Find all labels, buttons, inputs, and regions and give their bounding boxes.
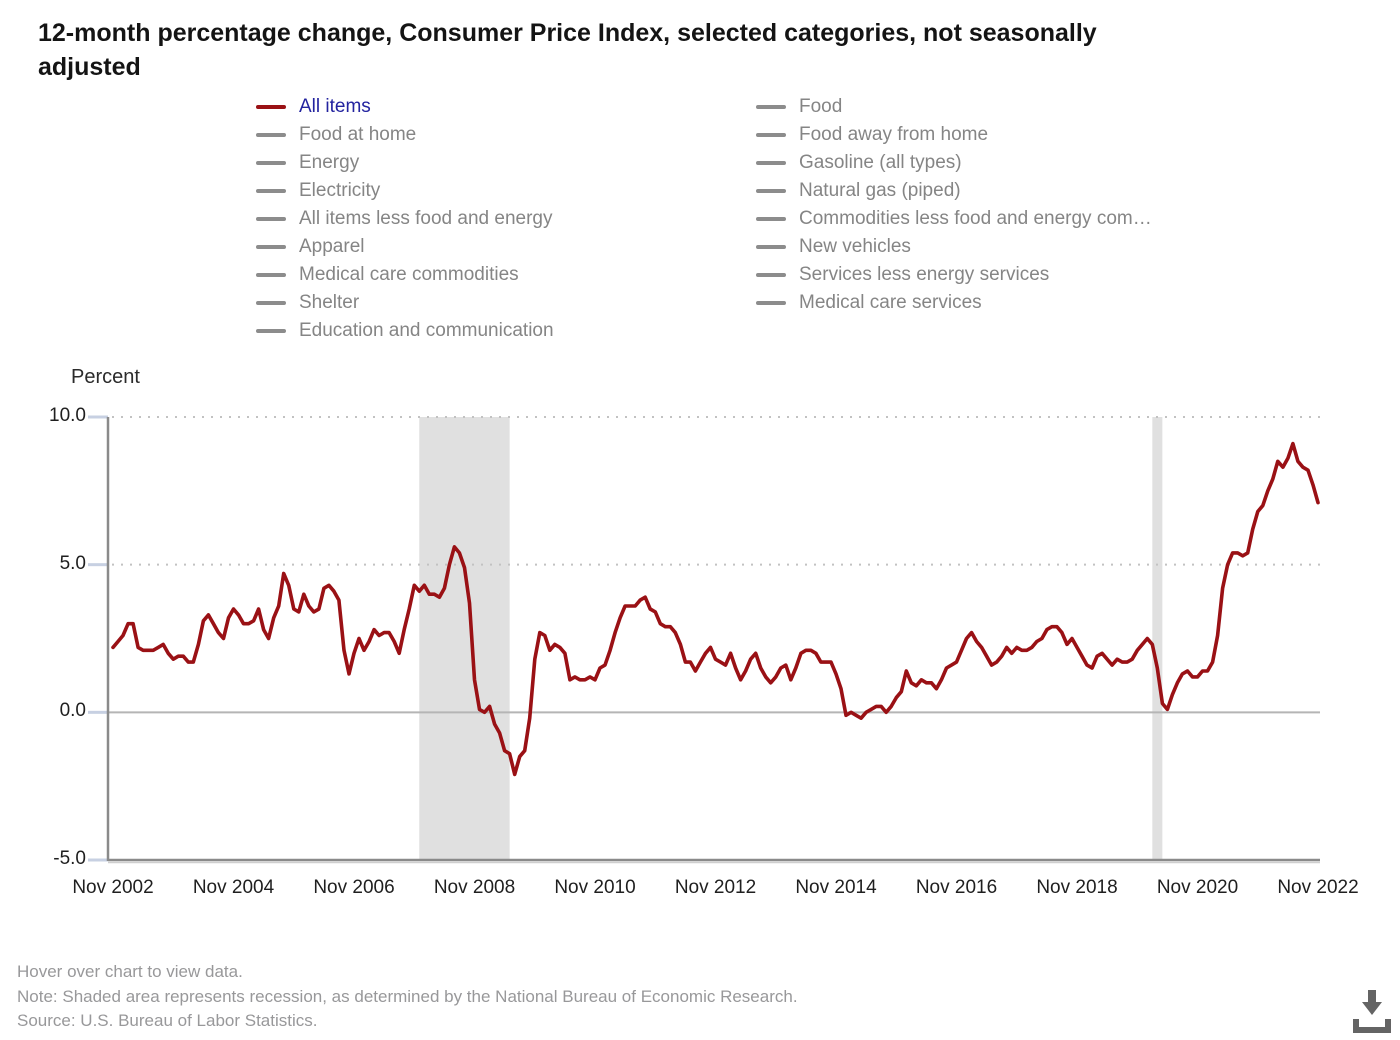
legend-item-right-0[interactable]: Food [756, 93, 1152, 121]
hover-hint: Hover over chart to view data. [17, 962, 243, 981]
legend-swatch-icon [756, 189, 786, 193]
legend-item-left-7[interactable]: Shelter [256, 289, 554, 317]
legend-item-label: Shelter [299, 292, 360, 313]
legend-item-left-0[interactable]: All items [256, 93, 554, 121]
legend-swatch-icon [256, 301, 286, 305]
legend-item-right-7[interactable]: Medical care services [756, 289, 1152, 317]
x-tick-label: Nov 2004 [192, 877, 275, 898]
y-tick-label: 0.0 [59, 700, 86, 722]
x-tick-label: Nov 2014 [795, 877, 877, 898]
legend-item-label: Energy [299, 152, 360, 173]
x-tick-label: Nov 2022 [1277, 877, 1359, 898]
legend-item-label: Education and communication [299, 320, 554, 341]
legend-swatch-icon [756, 161, 786, 165]
download-button[interactable] [1350, 988, 1394, 1036]
legend-swatch-icon [756, 105, 786, 109]
legend-item-right-2[interactable]: Gasoline (all types) [756, 149, 1152, 177]
y-tick-label: 10.0 [49, 405, 86, 426]
y-tick-mark [88, 563, 108, 567]
legend-item-left-4[interactable]: All items less food and energy [256, 205, 554, 233]
legend-item-left-5[interactable]: Apparel [256, 233, 554, 261]
legend-item-label: Electricity [299, 180, 381, 201]
legend-swatch-icon [756, 217, 786, 221]
legend-item-left-6[interactable]: Medical care commodities [256, 261, 554, 289]
recession-band [1152, 417, 1163, 860]
legend-item-right-5[interactable]: New vehicles [756, 233, 1152, 261]
legend-swatch-icon [756, 133, 786, 137]
legend-swatch-icon [256, 273, 286, 277]
legend-item-label: New vehicles [799, 236, 911, 257]
legend-item-label: Food away from home [799, 124, 989, 145]
x-tick-label: Nov 2018 [1036, 877, 1118, 898]
legend-swatch-icon [256, 329, 286, 333]
y-tick-mark [88, 415, 108, 419]
note-text: Note: Shaded area represents recession, … [17, 986, 798, 1006]
legend-item-right-4[interactable]: Commodities less food and energy com… [756, 205, 1152, 233]
x-tick-label: Nov 2010 [554, 877, 636, 898]
all-items-series-line[interactable] [111, 441, 1320, 777]
legend-item-label: Medical care services [799, 292, 982, 313]
legend-item-right-1[interactable]: Food away from home [756, 121, 1152, 149]
download-icon [1353, 990, 1391, 1033]
legend-item-label: Gasoline (all types) [799, 152, 962, 173]
y-tick-label: -5.0 [53, 848, 86, 869]
chart-footer: Hover over chart to view data. Note: Sha… [17, 960, 798, 1034]
legend-item-left-1[interactable]: Food at home [256, 121, 554, 149]
recession-band [419, 417, 510, 860]
legend-swatch-icon [256, 105, 286, 109]
legend-swatch-icon [756, 301, 786, 305]
legend-item-label: Services less energy services [799, 264, 1050, 285]
legend-column-left: All items Food at home Energy Electricity Al… [256, 93, 554, 345]
y-axis-title: Percent [71, 366, 140, 388]
legend-item-label: Commodities less food and energy com… [799, 208, 1152, 229]
legend-item-left-8[interactable]: Education and communication [256, 317, 554, 345]
legend-swatch-icon [256, 161, 286, 165]
x-tick-label: Nov 2020 [1156, 877, 1239, 898]
x-tick-label: Nov 2006 [313, 877, 395, 898]
legend-swatch-icon [756, 273, 786, 277]
legend-item-label: Food [799, 96, 843, 117]
y-tick-mark [88, 710, 108, 714]
legend-item-label: Natural gas (piped) [799, 180, 961, 201]
y-tick-mark [88, 858, 108, 862]
x-tick-label: Nov 2012 [674, 877, 757, 898]
legend-swatch-icon [256, 133, 286, 137]
legend-swatch-icon [256, 217, 286, 221]
legend-item-left-3[interactable]: Electricity [256, 177, 554, 205]
chart-title-line2: adjusted [38, 53, 141, 81]
legend-swatch-icon [756, 245, 786, 249]
x-tick-label: Nov 2002 [72, 877, 154, 898]
chart-title-line1: 12-month percentage change, Consumer Pri… [38, 19, 1097, 47]
legend-item-label: Medical care commodities [299, 264, 519, 285]
source-text: Source: U.S. Bureau of Labor Statistics. [17, 1011, 318, 1030]
legend-column-right: Food Food away from home Gasoline (all typ… [756, 93, 1152, 317]
legend-item-right-6[interactable]: Services less energy services [756, 261, 1152, 289]
legend-item-label: All items [299, 96, 371, 117]
legend-swatch-icon [256, 245, 286, 249]
legend-swatch-icon [256, 189, 286, 193]
legend-item-label: Food at home [299, 124, 417, 145]
x-tick-label: Nov 2016 [915, 877, 998, 898]
legend-item-right-3[interactable]: Natural gas (piped) [756, 177, 1152, 205]
x-tick-label: Nov 2008 [433, 877, 516, 898]
legend-item-label: All items less food and energy [299, 208, 553, 229]
chart-title: 12-month percentage change, Consumer Pri… [38, 16, 1268, 84]
legend-item-left-2[interactable]: Energy [256, 149, 554, 177]
legend-item-label: Apparel [299, 236, 365, 257]
y-tick-label: 5.0 [59, 552, 86, 574]
